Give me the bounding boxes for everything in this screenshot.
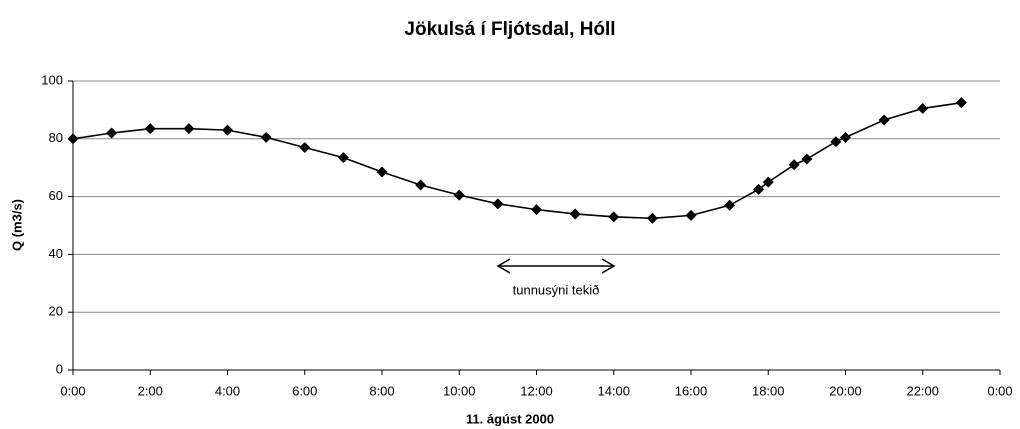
- y-tick-label: 40: [49, 246, 63, 261]
- marker: [753, 183, 765, 195]
- x-tick-label: 2:00: [138, 383, 163, 398]
- marker: [608, 211, 620, 223]
- y-axis-label: Q (m3/s): [9, 199, 24, 251]
- y-tick-label: 20: [49, 304, 63, 319]
- marker: [830, 136, 842, 148]
- x-tick-label: 10:00: [443, 383, 476, 398]
- x-tick-label: 8:00: [369, 383, 394, 398]
- marker: [801, 153, 813, 165]
- x-tick-label: 18:00: [752, 383, 785, 398]
- x-axis-label: 11. ágúst 2000: [466, 411, 554, 426]
- marker: [376, 166, 388, 178]
- annotation-arrow: [496, 258, 616, 274]
- marker: [67, 133, 79, 145]
- x-tick-label: 4:00: [215, 383, 240, 398]
- marker: [144, 123, 156, 135]
- marker: [955, 97, 967, 109]
- marker: [492, 198, 504, 210]
- marker: [685, 209, 697, 221]
- y-tick-label: 100: [41, 72, 63, 87]
- marker: [260, 131, 272, 143]
- marker: [646, 212, 658, 224]
- marker: [569, 208, 581, 220]
- y-tick-label: 0: [56, 361, 63, 376]
- x-tick-label: 20:00: [829, 383, 862, 398]
- marker: [337, 152, 349, 164]
- marker: [762, 176, 774, 188]
- marker: [840, 131, 851, 143]
- marker: [453, 189, 465, 201]
- marker: [299, 141, 311, 153]
- marker: [183, 123, 195, 135]
- annotation: tunnusýni tekið: [513, 282, 600, 297]
- marker: [106, 127, 118, 139]
- line: [72, 101, 962, 220]
- x-tick-label: 0:00: [60, 383, 85, 398]
- x-tick-label: 14:00: [597, 383, 630, 398]
- x-tick-label: 0:00: [987, 383, 1012, 398]
- marker: [878, 114, 890, 126]
- marker: [531, 204, 542, 216]
- chart-title: Jökulsá í Fljótsdal, Hóll: [404, 19, 615, 40]
- marker: [788, 159, 800, 171]
- x-tick-label: 16:00: [675, 383, 708, 398]
- marker: [222, 124, 233, 136]
- marker: [917, 102, 929, 114]
- y-tick-label: 80: [49, 130, 63, 145]
- x-tick-label: 6:00: [292, 383, 317, 398]
- marker: [415, 179, 427, 191]
- marker: [724, 199, 736, 211]
- x-tick-label: 22:00: [906, 383, 939, 398]
- x-tick-label: 12:00: [520, 383, 553, 398]
- y-tick-label: 60: [49, 188, 63, 203]
